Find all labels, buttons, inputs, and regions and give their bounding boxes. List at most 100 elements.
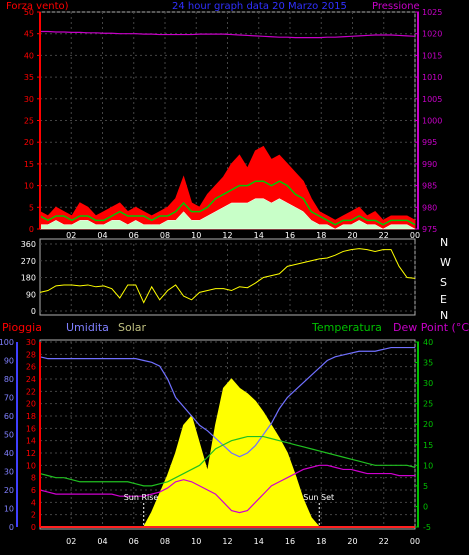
solar-axis-title: Solar bbox=[118, 321, 147, 334]
pressure-tick-label: 995 bbox=[422, 138, 437, 147]
humidity-tick-label: 20 bbox=[4, 486, 14, 495]
humidity-tick-label: 30 bbox=[4, 468, 14, 477]
climate-x-tick-label: 14 bbox=[254, 537, 264, 546]
temperature-tick-label: 0 bbox=[423, 502, 428, 511]
rain-tick-label: 26 bbox=[26, 363, 36, 372]
climate-x-tick-label: 06 bbox=[129, 537, 139, 546]
temperature-tick-label: 10 bbox=[423, 461, 433, 470]
temperature-tick-label: 20 bbox=[423, 420, 433, 429]
wind-tick-label: 40 bbox=[24, 51, 34, 60]
temperature-tick-label: -5 bbox=[423, 523, 431, 532]
rain-tick-label: 18 bbox=[26, 412, 36, 421]
humidity-tick-label: 80 bbox=[4, 375, 14, 384]
humidity-tick-label: 100 bbox=[0, 338, 14, 347]
climate-x-tick-label: 02 bbox=[66, 537, 76, 546]
compass-s: S bbox=[440, 276, 447, 289]
rain-tick-label: 20 bbox=[26, 400, 36, 409]
sunset-label: Sun Set bbox=[303, 493, 334, 502]
wind-x-tick-label: 08 bbox=[160, 231, 170, 240]
compass-w: W bbox=[440, 256, 451, 269]
humidity-tick-label: 0 bbox=[9, 523, 14, 532]
compass-e: E bbox=[440, 293, 447, 306]
pressure-tick-label: 1015 bbox=[422, 51, 442, 60]
pressure-axis-title: Pressione bbox=[372, 1, 420, 12]
rain-tick-label: 16 bbox=[26, 424, 36, 433]
rain-tick-label: 30 bbox=[26, 338, 36, 347]
wind-x-tick-label: 04 bbox=[97, 231, 107, 240]
wind-tick-label: 0 bbox=[29, 225, 34, 234]
pressure-tick-label: 1010 bbox=[422, 73, 442, 82]
wind-tick-label: 50 bbox=[24, 8, 34, 17]
wind-x-tick-label: 14 bbox=[254, 231, 264, 240]
temperature-tick-label: 30 bbox=[423, 379, 433, 388]
wind-x-tick-label: 18 bbox=[316, 231, 326, 240]
wind-tick-label: 45 bbox=[24, 30, 34, 39]
pressure-tick-label: 1000 bbox=[422, 117, 442, 126]
wind-tick-label: 30 bbox=[24, 95, 34, 104]
compass-n-top: N bbox=[440, 236, 448, 249]
rain-tick-label: 2 bbox=[31, 511, 36, 520]
wind-x-tick-label: 22 bbox=[379, 231, 389, 240]
direction-tick-label: 90 bbox=[26, 290, 36, 299]
climate-axes: 0102030405060708090100024681012141618202… bbox=[0, 338, 433, 546]
wind-x-tick-label: 00 bbox=[410, 231, 420, 240]
temperature-tick-label: 40 bbox=[423, 338, 433, 347]
rain-tick-label: 10 bbox=[26, 461, 36, 470]
humidity-tick-label: 10 bbox=[4, 505, 14, 514]
rain-tick-label: 12 bbox=[26, 449, 36, 458]
pressure-tick-label: 1025 bbox=[422, 8, 442, 17]
rain-tick-label: 24 bbox=[26, 375, 36, 384]
pressure-line bbox=[40, 30, 416, 39]
rain-tick-label: 6 bbox=[31, 486, 36, 495]
climate-series bbox=[39, 346, 416, 528]
pressure-tick-label: 975 bbox=[422, 225, 437, 234]
wind-direction-line bbox=[39, 248, 416, 304]
rain-tick-label: 22 bbox=[26, 387, 36, 396]
temperature-tick-label: 15 bbox=[423, 441, 433, 450]
pressure-tick-label: 980 bbox=[422, 203, 437, 212]
compass-n-bottom: N bbox=[440, 309, 448, 322]
rain-axis-title: Pioggia bbox=[2, 321, 42, 334]
climate-x-tick-label: 16 bbox=[285, 537, 295, 546]
pressure-tick-label: 1020 bbox=[422, 30, 442, 39]
pressure-tick-label: 990 bbox=[422, 160, 437, 169]
wind-x-tick-label: 12 bbox=[222, 231, 232, 240]
wind-average-line bbox=[39, 180, 416, 226]
dewpoint-axis-title: Dew Point (°C) bbox=[393, 321, 469, 334]
direction-tick-label: 0 bbox=[31, 307, 36, 316]
humidity-tick-label: 50 bbox=[4, 431, 14, 440]
wind-series bbox=[39, 30, 416, 230]
climate-x-tick-label: 10 bbox=[191, 537, 201, 546]
wind-speed-area bbox=[39, 198, 416, 230]
wind-tick-label: 5 bbox=[29, 203, 34, 212]
wind-gust-area bbox=[39, 145, 416, 230]
rain-tick-label: 0 bbox=[31, 523, 36, 532]
direction-tick-label: 360 bbox=[21, 240, 36, 249]
pressure-tick-label: 1005 bbox=[422, 95, 442, 104]
humidity-line bbox=[39, 346, 415, 458]
pressure-tick-label: 985 bbox=[422, 182, 437, 191]
rain-tick-label: 28 bbox=[26, 350, 36, 359]
direction-tick-label: 180 bbox=[21, 274, 36, 283]
rain-tick-label: 4 bbox=[31, 498, 36, 507]
wind-tick-label: 10 bbox=[24, 182, 34, 191]
sunrise-label: Sun Rise bbox=[124, 493, 159, 502]
wind-x-tick-label: 10 bbox=[191, 231, 201, 240]
direction-grid bbox=[40, 243, 416, 312]
direction-tick-label: 270 bbox=[21, 257, 36, 266]
climate-x-tick-label: 00 bbox=[410, 537, 420, 546]
wind-x-tick-label: 16 bbox=[285, 231, 295, 240]
climate-grid bbox=[40, 341, 416, 528]
climate-x-tick-label: 08 bbox=[160, 537, 170, 546]
graph-title: 24 hour graph data 20 Marzo 2015 bbox=[172, 1, 347, 12]
humidity-tick-label: 90 bbox=[4, 357, 14, 366]
wind-tick-label: 25 bbox=[24, 117, 34, 126]
humidity-tick-label: 60 bbox=[4, 412, 14, 421]
direction-axes: 0 90 180 270 360 bbox=[21, 240, 36, 316]
climate-x-tick-label: 18 bbox=[316, 537, 326, 546]
wind-tick-label: 15 bbox=[24, 160, 34, 169]
temperature-tick-label: 5 bbox=[423, 482, 428, 491]
direction-series bbox=[39, 248, 416, 304]
